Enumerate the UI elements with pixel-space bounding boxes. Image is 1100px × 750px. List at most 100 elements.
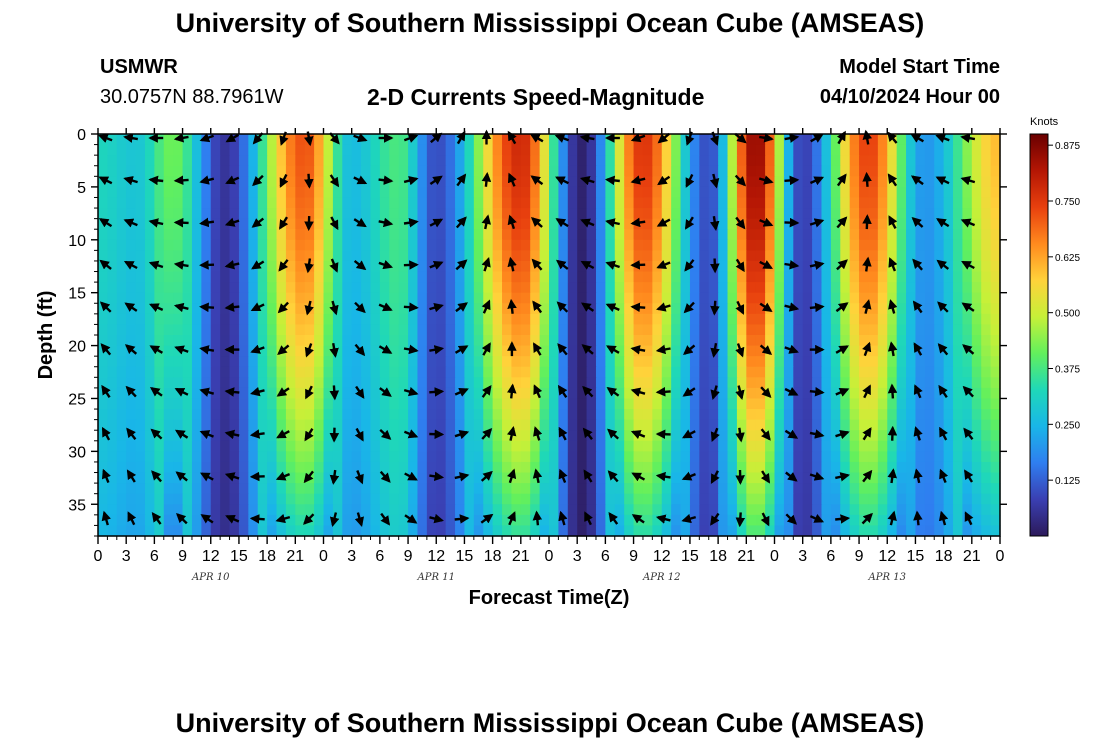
current-vector-arrow xyxy=(429,471,445,482)
heatmap-cell xyxy=(558,208,569,220)
heatmap-cell xyxy=(492,208,503,220)
heatmap-cell xyxy=(633,271,644,283)
heatmap-cell xyxy=(126,313,137,326)
heatmap-cell xyxy=(492,377,503,389)
heatmap-cell xyxy=(934,440,945,452)
heatmap-cell xyxy=(285,176,296,188)
heatmap-cell xyxy=(398,239,409,251)
heatmap-cell xyxy=(248,451,259,463)
heatmap-cell xyxy=(614,134,625,146)
heatmap-cell xyxy=(295,282,306,294)
heatmap-cell xyxy=(953,134,964,146)
heatmap-cell xyxy=(896,419,907,431)
heatmap-cell xyxy=(163,218,174,230)
heatmap-cell xyxy=(323,186,334,199)
current-vector-arrow xyxy=(173,260,189,270)
heatmap-cell xyxy=(830,186,841,199)
model-start-value: 04/10/2024 Hour 00 xyxy=(819,86,1000,108)
heatmap-cell xyxy=(389,419,400,431)
heatmap-cell xyxy=(549,483,559,495)
heatmap-cell xyxy=(614,292,625,304)
heatmap-cell xyxy=(642,292,653,304)
heatmap-cell xyxy=(210,260,221,273)
heatmap-cell xyxy=(173,525,184,537)
heatmap-cell xyxy=(295,525,306,537)
heatmap-cell xyxy=(229,419,240,431)
heatmap-cell xyxy=(126,186,137,199)
current-vector-arrow xyxy=(199,345,215,355)
heatmap-cell xyxy=(436,197,447,209)
heatmap-cell xyxy=(736,229,747,241)
heatmap-cell xyxy=(248,271,259,283)
heatmap-cell xyxy=(877,451,888,463)
heatmap-cell xyxy=(868,525,879,537)
heatmap-cell xyxy=(323,377,334,389)
heatmap-cell xyxy=(689,229,700,241)
heatmap-cell xyxy=(586,250,597,262)
heatmap-cell xyxy=(793,271,804,283)
heatmap-cell xyxy=(502,250,513,262)
heatmap-cell xyxy=(840,419,851,431)
current-vector-arrow xyxy=(277,301,289,314)
heatmap-cell xyxy=(671,165,682,177)
heatmap-cell xyxy=(924,229,935,241)
heatmap-cell xyxy=(107,144,118,156)
heatmap-cell xyxy=(191,229,202,241)
heatmap-cell xyxy=(680,197,691,209)
heatmap-cell xyxy=(765,377,776,389)
heatmap-cell xyxy=(652,313,663,326)
heatmap-cell xyxy=(323,472,334,484)
heatmap-cell xyxy=(191,292,202,304)
heatmap-cell xyxy=(577,366,588,378)
heatmap-cell xyxy=(614,377,625,389)
heatmap-cell xyxy=(426,165,437,177)
heatmap-cell xyxy=(680,155,691,167)
heatmap-cell xyxy=(182,144,193,156)
heatmap-cell xyxy=(577,324,588,336)
current-vector-arrow xyxy=(630,260,646,270)
heatmap-cell xyxy=(163,134,174,146)
heatmap-cell xyxy=(210,451,221,463)
heatmap-cell xyxy=(736,366,747,378)
heatmap-cell xyxy=(144,186,155,199)
heatmap-cell xyxy=(981,483,992,495)
heatmap-cell xyxy=(398,377,409,389)
heatmap-cell xyxy=(314,292,325,304)
heatmap-cell xyxy=(746,345,757,357)
heatmap-cell xyxy=(642,419,653,431)
heatmap-cell xyxy=(699,176,710,188)
heatmap-cell xyxy=(295,377,306,389)
heatmap-cell xyxy=(549,218,559,230)
x-tick-label: 6 xyxy=(826,548,835,565)
heatmap-cell xyxy=(906,440,917,452)
heatmap-cell xyxy=(154,282,165,294)
heatmap-cell xyxy=(332,239,343,251)
heatmap-cell xyxy=(417,483,428,495)
heatmap-cell xyxy=(689,461,700,474)
heatmap-cell xyxy=(417,303,428,315)
heatmap-cell xyxy=(915,335,926,347)
heatmap-cell xyxy=(502,197,513,209)
current-vector-arrow xyxy=(354,301,366,314)
heatmap-cell xyxy=(445,377,456,389)
heatmap-cell xyxy=(126,366,137,378)
heatmap-cell xyxy=(943,483,954,495)
heatmap-cell xyxy=(116,419,127,431)
heatmap-cell xyxy=(144,239,155,251)
heatmap-cell xyxy=(135,218,146,230)
current-vector-arrow xyxy=(809,429,825,439)
heatmap-cell xyxy=(295,250,306,262)
heatmap-cell xyxy=(699,229,710,241)
heatmap-cell xyxy=(595,218,606,230)
heatmap-cell xyxy=(981,345,992,357)
heatmap-cell xyxy=(464,398,475,410)
current-vector-arrow xyxy=(532,468,543,484)
heatmap-cell xyxy=(680,313,691,326)
heatmap-cell xyxy=(492,493,503,505)
heatmap-cell xyxy=(990,144,1001,156)
heatmap-cell xyxy=(539,356,550,368)
heatmap-cell xyxy=(314,229,325,241)
heatmap-cell xyxy=(821,271,832,283)
heatmap-cell xyxy=(267,366,278,378)
heatmap-cell xyxy=(624,514,635,527)
